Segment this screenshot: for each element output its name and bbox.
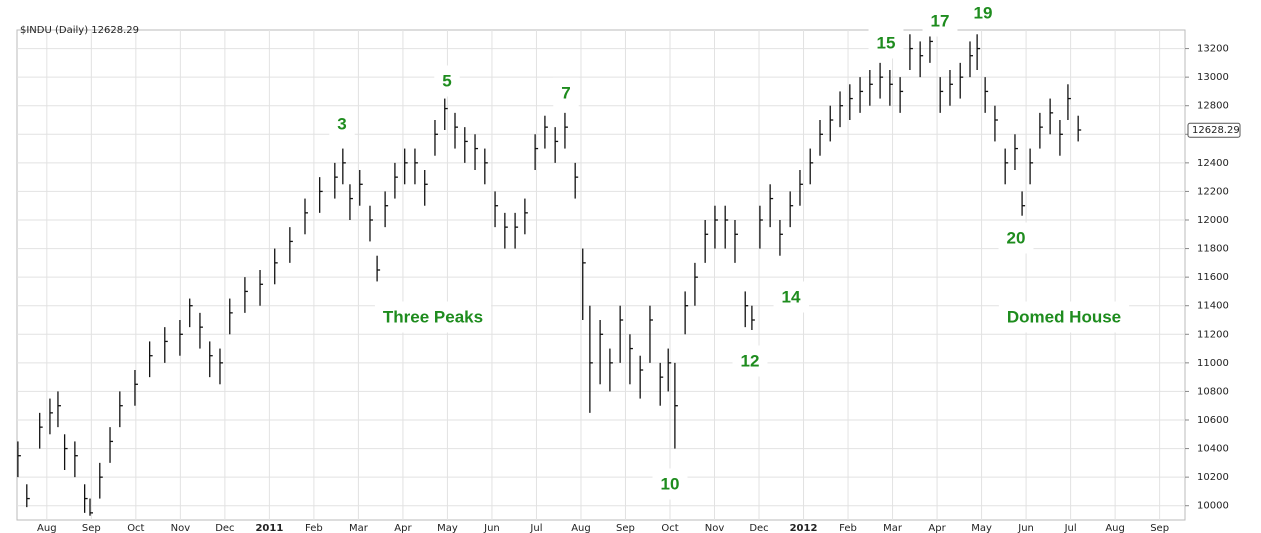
x-tick-label: Sep [616, 523, 635, 533]
last-value-label: 12628.29 [1192, 125, 1240, 136]
x-tick-label: Aug [571, 523, 591, 533]
x-tick-label: Aug [1105, 523, 1125, 533]
y-tick-label: 13000 [1197, 72, 1229, 83]
last-value-box [1187, 122, 1241, 138]
x-tick-label: Feb [839, 523, 857, 533]
x-tick-label: 2011 [255, 523, 283, 533]
x-tick-label: Jul [529, 523, 542, 533]
y-tick-label: 11800 [1197, 244, 1229, 255]
annotation-bg [998, 301, 1130, 333]
annotation-bg [553, 77, 579, 109]
x-tick-label: Oct [661, 523, 678, 533]
annotation-bg [434, 65, 460, 97]
x-tick-label: Jun [1017, 523, 1034, 533]
x-tick-label: May [437, 523, 458, 533]
y-tick-label: 11200 [1197, 329, 1229, 340]
annotation: 19 [974, 3, 993, 22]
y-tick-label: 11600 [1197, 272, 1229, 283]
x-tick-label: Sep [1150, 523, 1169, 533]
y-tick-label: 12200 [1197, 186, 1229, 197]
plot-frame [16, 29, 1186, 521]
x-tick-label: Apr [928, 523, 946, 533]
y-tick-label: 10400 [1197, 444, 1229, 455]
y-tick-label: 12800 [1197, 101, 1229, 112]
annotation: 5 [442, 71, 451, 90]
annotation: 14 [782, 287, 801, 306]
x-tick-label: Sep [82, 523, 101, 533]
y-tick-label: 12000 [1197, 215, 1229, 226]
annotation: 10 [661, 474, 680, 493]
chart-title: $INDU (Daily) 12628.29 [20, 25, 139, 36]
x-tick-label: Nov [171, 523, 191, 533]
annotation: Domed House [1007, 307, 1121, 326]
annotation-bg [652, 468, 688, 500]
x-tick-label: Aug [37, 523, 57, 533]
annotation-bg [922, 5, 958, 37]
x-tick-label: May [971, 523, 992, 533]
annotation-bg [868, 27, 904, 59]
annotation: 17 [931, 11, 950, 30]
annotation: 15 [877, 33, 896, 52]
annotation-bg [965, 0, 1001, 29]
annotation-bg [732, 345, 768, 377]
annotation: 20 [1007, 228, 1026, 247]
annotation: Three Peaks [383, 307, 483, 326]
x-tick-label: Apr [394, 523, 412, 533]
annotation: 12 [741, 351, 760, 370]
annotation: 7 [561, 83, 570, 102]
annotation-bg [998, 222, 1034, 254]
x-tick-label: Nov [705, 523, 725, 533]
y-tick-label: 10800 [1197, 386, 1229, 397]
y-tick-label: 11400 [1197, 301, 1229, 312]
y-tick-label: 10000 [1197, 501, 1229, 512]
annotation-bg [374, 301, 492, 333]
y-tick-label: 10200 [1197, 472, 1229, 483]
y-tick-label: 12400 [1197, 158, 1229, 169]
annotation-bg [773, 281, 809, 313]
x-tick-label: 2012 [790, 523, 818, 533]
x-tick-label: Jun [483, 523, 500, 533]
x-tick-label: Feb [305, 523, 323, 533]
annotation-bg [329, 108, 355, 140]
x-tick-label: Oct [127, 523, 144, 533]
annotation: 3 [337, 114, 346, 133]
y-tick-label: 11000 [1197, 358, 1229, 369]
x-tick-label: Jul [1064, 523, 1077, 533]
x-tick-label: Dec [749, 523, 768, 533]
x-tick-label: Dec [215, 523, 234, 533]
x-tick-label: Mar [349, 523, 369, 533]
x-tick-label: Mar [883, 523, 903, 533]
y-tick-label: 10600 [1197, 415, 1229, 426]
y-tick-label: 13200 [1197, 44, 1229, 55]
